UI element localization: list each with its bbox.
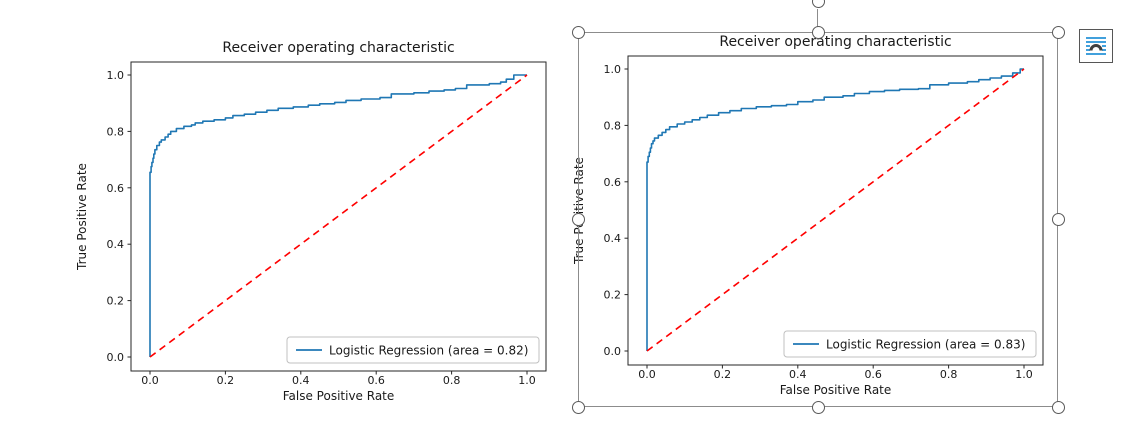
selection-handle-bottom-center[interactable] bbox=[811, 400, 825, 414]
y-tick-label: 1.0 bbox=[107, 69, 125, 82]
y-tick-label: 1.0 bbox=[604, 63, 622, 76]
chart-title: Receiver operating characteristic bbox=[222, 40, 454, 56]
y-tick-label: 0.8 bbox=[107, 125, 125, 138]
x-axis-label: False Positive Rate bbox=[283, 389, 395, 403]
chart-svg: Receiver operating characteristic 0.0 0.2 0… bbox=[572, 34, 1044, 397]
chart-svg: Receiver operating characteristic 0.0 0.2 0… bbox=[75, 40, 547, 403]
y-tick-label: 0.0 bbox=[604, 345, 622, 358]
x-axis-label: False Positive Rate bbox=[780, 383, 892, 397]
x-tick-label: 0.0 bbox=[638, 368, 656, 381]
y-tick-label: 0.0 bbox=[107, 351, 125, 364]
x-tick-label: 0.8 bbox=[940, 368, 958, 381]
roc-curve bbox=[646, 68, 1024, 351]
legend-label: Logistic Regression (area = 0.83) bbox=[826, 338, 1025, 352]
axes-box bbox=[130, 61, 547, 372]
selection-handle-top-right[interactable] bbox=[1051, 25, 1065, 39]
y-tick-label: 0.4 bbox=[604, 232, 622, 245]
selection-handle-middle-left[interactable] bbox=[571, 213, 585, 226]
rotation-handle-stem bbox=[817, 9, 818, 32]
chance-diagonal bbox=[149, 74, 528, 358]
y-axis-label: True Positive Rate bbox=[75, 163, 89, 271]
y-tick-label: 0.6 bbox=[604, 176, 622, 189]
text-wrap-layout-icon bbox=[1086, 37, 1106, 55]
x-tick-label: 0.6 bbox=[367, 374, 385, 387]
selection-handle-middle-right[interactable] bbox=[1051, 213, 1065, 226]
x-tick-label: 0.0 bbox=[141, 374, 159, 387]
x-tick-label: 0.6 bbox=[864, 368, 882, 381]
x-tick-label: 0.4 bbox=[789, 368, 807, 381]
x-tick-label: 0.2 bbox=[714, 368, 732, 381]
selection-frame[interactable] bbox=[578, 32, 1058, 407]
chance-diagonal bbox=[646, 68, 1025, 352]
chart-title: Receiver operating characteristic bbox=[719, 34, 951, 50]
selection-handle-top-left[interactable] bbox=[571, 25, 585, 39]
y-tick-label: 0.4 bbox=[107, 238, 125, 251]
roc-curve bbox=[149, 74, 527, 357]
y-tick-label: 0.8 bbox=[604, 119, 622, 132]
x-tick-label: 1.0 bbox=[1015, 368, 1033, 381]
selection-handle-top-center[interactable] bbox=[811, 25, 825, 39]
selection-handle-bottom-left[interactable] bbox=[571, 400, 585, 414]
y-tick-label: 0.2 bbox=[604, 289, 622, 302]
x-tick-label: 0.8 bbox=[443, 374, 461, 387]
rotation-handle[interactable] bbox=[811, 0, 825, 8]
roc-figure-left: Receiver operating characteristic 0.0 0.2 0… bbox=[65, 8, 565, 408]
axes-box bbox=[627, 55, 1044, 366]
legend-box bbox=[286, 336, 540, 364]
legend-box bbox=[783, 330, 1037, 358]
y-axis-label: True Positive Rate bbox=[572, 157, 586, 265]
legend-label: Logistic Regression (area = 0.82) bbox=[329, 344, 528, 358]
y-tick-label: 0.6 bbox=[107, 182, 125, 195]
y-tick-label: 0.2 bbox=[107, 295, 125, 308]
x-tick-label: 1.0 bbox=[518, 374, 536, 387]
x-tick-label: 0.2 bbox=[217, 374, 235, 387]
x-tick-label: 0.4 bbox=[292, 374, 310, 387]
layout-options-button[interactable] bbox=[1079, 29, 1113, 63]
roc-figure-right-selected-image[interactable]: Receiver operating characteristic 0.0 0.2 0… bbox=[562, 2, 1062, 402]
selection-handle-bottom-right[interactable] bbox=[1051, 400, 1065, 414]
